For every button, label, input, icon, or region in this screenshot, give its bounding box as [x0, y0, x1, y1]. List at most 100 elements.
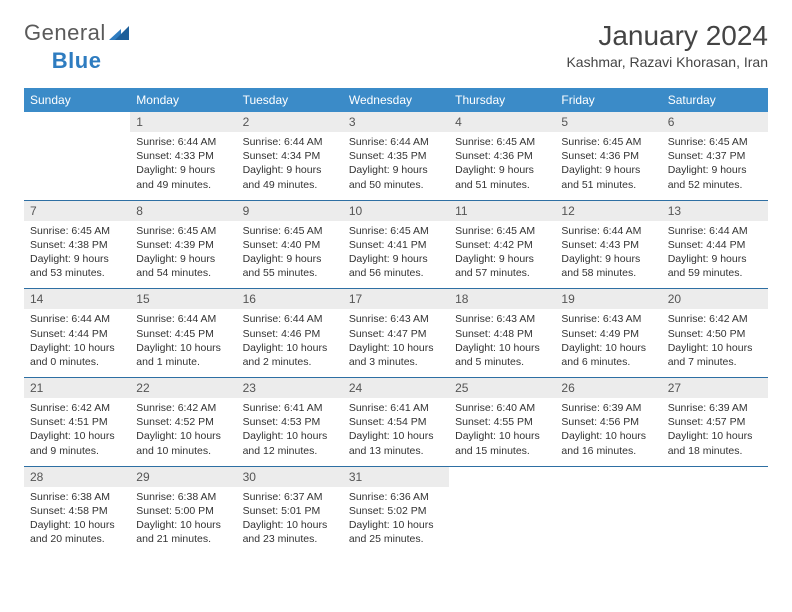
col-saturday: Saturday: [662, 88, 768, 112]
daylight-text-2: and 23 minutes.: [243, 532, 337, 546]
daylight-text-1: Daylight: 10 hours: [349, 518, 443, 532]
calendar-cell: 13Sunrise: 6:44 AMSunset: 4:44 PMDayligh…: [662, 200, 768, 289]
daylight-text-1: Daylight: 9 hours: [561, 252, 655, 266]
daylight-text-2: and 5 minutes.: [455, 355, 549, 369]
daylight-text-1: Daylight: 9 hours: [561, 163, 655, 177]
day-details: Sunrise: 6:44 AMSunset: 4:34 PMDaylight:…: [237, 135, 343, 194]
day-number: 5: [555, 112, 661, 132]
daylight-text-1: Daylight: 10 hours: [243, 341, 337, 355]
sunrise-text: Sunrise: 6:45 AM: [668, 135, 762, 149]
daylight-text-1: Daylight: 9 hours: [136, 252, 230, 266]
day-details: Sunrise: 6:45 AMSunset: 4:40 PMDaylight:…: [237, 224, 343, 283]
daylight-text-1: Daylight: 9 hours: [136, 163, 230, 177]
daylight-text-2: and 49 minutes.: [136, 178, 230, 192]
daylight-text-1: Daylight: 10 hours: [349, 429, 443, 443]
calendar-cell: 31Sunrise: 6:36 AMSunset: 5:02 PMDayligh…: [343, 466, 449, 554]
day-number: 23: [237, 378, 343, 398]
daylight-text-2: and 52 minutes.: [668, 178, 762, 192]
calendar-cell: 3Sunrise: 6:44 AMSunset: 4:35 PMDaylight…: [343, 112, 449, 200]
day-details: Sunrise: 6:39 AMSunset: 4:57 PMDaylight:…: [662, 401, 768, 460]
sunset-text: Sunset: 4:58 PM: [30, 504, 124, 518]
day-number: 24: [343, 378, 449, 398]
day-details: Sunrise: 6:43 AMSunset: 4:49 PMDaylight:…: [555, 312, 661, 371]
daylight-text-1: Daylight: 10 hours: [561, 429, 655, 443]
calendar-cell: 18Sunrise: 6:43 AMSunset: 4:48 PMDayligh…: [449, 289, 555, 378]
sunset-text: Sunset: 4:36 PM: [561, 149, 655, 163]
day-details: Sunrise: 6:44 AMSunset: 4:33 PMDaylight:…: [130, 135, 236, 194]
header-row: Sunday Monday Tuesday Wednesday Thursday…: [24, 88, 768, 112]
calendar-row: 21Sunrise: 6:42 AMSunset: 4:51 PMDayligh…: [24, 378, 768, 467]
calendar-cell: 14 Sunrise: 6:44 AMSunset: 4:44 PMDayligh…: [24, 289, 130, 378]
daylight-text-2: and 21 minutes.: [136, 532, 230, 546]
sunset-text: Sunset: 4:38 PM: [30, 238, 124, 252]
daylight-text-2: and 58 minutes.: [561, 266, 655, 280]
daylight-text-1: Daylight: 10 hours: [30, 341, 124, 355]
sunset-text: Sunset: 4:35 PM: [349, 149, 443, 163]
day-details: Sunrise: 6:44 AMSunset: 4:46 PMDaylight:…: [237, 312, 343, 371]
sunset-text: Sunset: 5:02 PM: [349, 504, 443, 518]
sunset-text: Sunset: 4:51 PM: [30, 415, 124, 429]
day-number: 20: [662, 289, 768, 309]
day-number: 3: [343, 112, 449, 132]
sunrise-text: Sunrise: 6:45 AM: [243, 224, 337, 238]
calendar-cell: 17Sunrise: 6:43 AMSunset: 4:47 PMDayligh…: [343, 289, 449, 378]
day-number: 12: [555, 201, 661, 221]
day-number: 10: [343, 201, 449, 221]
day-number: 6: [662, 112, 768, 132]
sunrise-text: Sunrise: 6:45 AM: [136, 224, 230, 238]
day-details: Sunrise: 6:38 AMSunset: 5:00 PMDaylight:…: [130, 490, 236, 549]
day-details: Sunrise: 6:45 AMSunset: 4:37 PMDaylight:…: [662, 135, 768, 194]
daylight-text-1: Daylight: 9 hours: [30, 252, 124, 266]
calendar-cell: 22Sunrise: 6:42 AMSunset: 4:52 PMDayligh…: [130, 378, 236, 467]
sunrise-text: Sunrise: 6:44 AM: [136, 312, 230, 326]
day-number: 28: [24, 467, 130, 487]
daylight-text-1: Daylight: 9 hours: [349, 163, 443, 177]
sunrise-text: Sunrise: 6:45 AM: [30, 224, 124, 238]
daylight-text-2: and 12 minutes.: [243, 444, 337, 458]
sunrise-text: Sunrise: 6:36 AM: [349, 490, 443, 504]
calendar-cell: 2 Sunrise: 6:44 AMSunset: 4:34 PMDaylight…: [237, 112, 343, 200]
daylight-text-2: and 6 minutes.: [561, 355, 655, 369]
day-details: Sunrise: 6:44 AMSunset: 4:43 PMDaylight:…: [555, 224, 661, 283]
day-number: 25: [449, 378, 555, 398]
sunset-text: Sunset: 4:54 PM: [349, 415, 443, 429]
daylight-text-2: and 18 minutes.: [668, 444, 762, 458]
day-number: 1: [130, 112, 236, 132]
daylight-text-2: and 55 minutes.: [243, 266, 337, 280]
day-number: 27: [662, 378, 768, 398]
day-details: Sunrise: 6:36 AMSunset: 5:02 PMDaylight:…: [343, 490, 449, 549]
daylight-text-2: and 51 minutes.: [455, 178, 549, 192]
day-details: Sunrise: 6:38 AMSunset: 4:58 PMDaylight:…: [24, 490, 130, 549]
day-details: Sunrise: 6:44 AMSunset: 4:44 PMDaylight:…: [24, 312, 130, 371]
daylight-text-1: Daylight: 10 hours: [561, 341, 655, 355]
calendar-cell: 27 Sunrise: 6:39 AMSunset: 4:57 PMDayligh…: [662, 378, 768, 467]
sunset-text: Sunset: 4:43 PM: [561, 238, 655, 252]
day-number: 8: [130, 201, 236, 221]
daylight-text-2: and 3 minutes.: [349, 355, 443, 369]
day-details: Sunrise: 6:40 AMSunset: 4:55 PMDaylight:…: [449, 401, 555, 460]
daylight-text-1: Daylight: 10 hours: [668, 429, 762, 443]
day-number: 21: [24, 378, 130, 398]
col-friday: Friday: [555, 88, 661, 112]
sunrise-text: Sunrise: 6:45 AM: [349, 224, 443, 238]
day-number: 2: [237, 112, 343, 132]
sunset-text: Sunset: 4:55 PM: [455, 415, 549, 429]
calendar-cell: 28 Sunrise: 6:38 AMSunset: 4:58 PMDayligh…: [24, 466, 130, 554]
brand-part1: General: [24, 20, 106, 46]
daylight-text-2: and 7 minutes.: [668, 355, 762, 369]
sunset-text: Sunset: 4:36 PM: [455, 149, 549, 163]
daylight-text-1: Daylight: 9 hours: [455, 163, 549, 177]
daylight-text-1: Daylight: 9 hours: [668, 252, 762, 266]
day-details: Sunrise: 6:43 AMSunset: 4:48 PMDaylight:…: [449, 312, 555, 371]
day-details: Sunrise: 6:39 AMSunset: 4:56 PMDaylight:…: [555, 401, 661, 460]
col-monday: Monday: [130, 88, 236, 112]
sunrise-text: Sunrise: 6:44 AM: [243, 135, 337, 149]
calendar-cell: .: [449, 466, 555, 554]
calendar-cell: 24 Sunrise: 6:41 AMSunset: 4:54 PMDayligh…: [343, 378, 449, 467]
sunrise-text: Sunrise: 6:44 AM: [136, 135, 230, 149]
day-number: 14: [24, 289, 130, 309]
day-number: 22: [130, 378, 236, 398]
daylight-text-1: Daylight: 10 hours: [136, 429, 230, 443]
day-details: Sunrise: 6:41 AMSunset: 4:54 PMDaylight:…: [343, 401, 449, 460]
page-title: January 2024: [566, 20, 768, 52]
